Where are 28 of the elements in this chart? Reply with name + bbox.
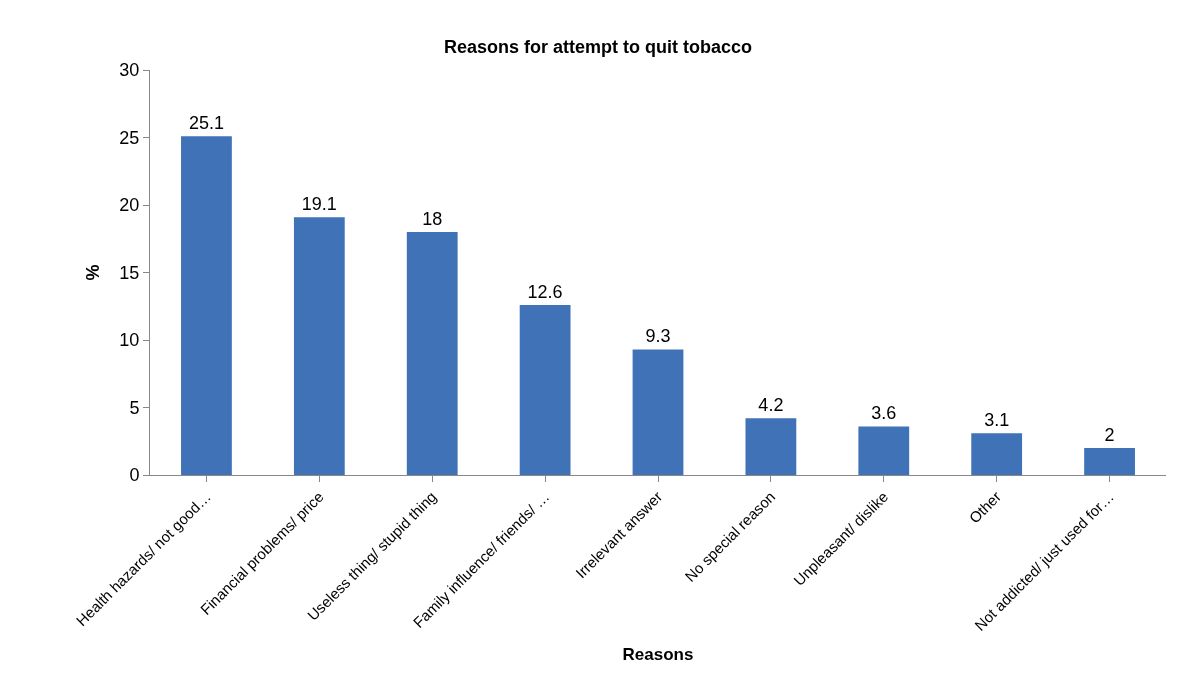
bar: [1084, 448, 1135, 475]
data-label: 4.2: [758, 395, 784, 416]
bar: [519, 304, 571, 475]
bar: [745, 418, 797, 475]
x-axis-title: Reasons: [622, 645, 694, 665]
y-tick-label: 20: [119, 195, 140, 216]
data-label: 19.1: [301, 194, 337, 215]
data-label: 2: [1104, 425, 1115, 445]
bar: [181, 136, 232, 475]
data-label: 3.6: [871, 403, 897, 424]
y-tick-label: 15: [119, 262, 140, 283]
data-label: 18: [422, 209, 443, 229]
data-label: 9.3: [645, 326, 671, 347]
y-tick-label: 5: [129, 397, 140, 418]
bar: [971, 433, 1023, 475]
y-tick-label: 25: [119, 127, 140, 148]
bar: [406, 232, 458, 475]
bar: [632, 349, 684, 475]
data-label: 12.6: [527, 281, 563, 302]
y-tick-label: 10: [119, 330, 140, 351]
y-axis-title: %: [82, 264, 103, 281]
bar: [858, 426, 910, 475]
bar: [293, 217, 345, 475]
y-tick-label: 0: [129, 465, 140, 486]
chart-title: Reasons for attempt to quit tobacco: [443, 36, 753, 57]
data-label: 3.1: [984, 410, 1010, 431]
y-tick-label: 30: [119, 60, 140, 81]
data-label: 25.1: [188, 113, 224, 134]
